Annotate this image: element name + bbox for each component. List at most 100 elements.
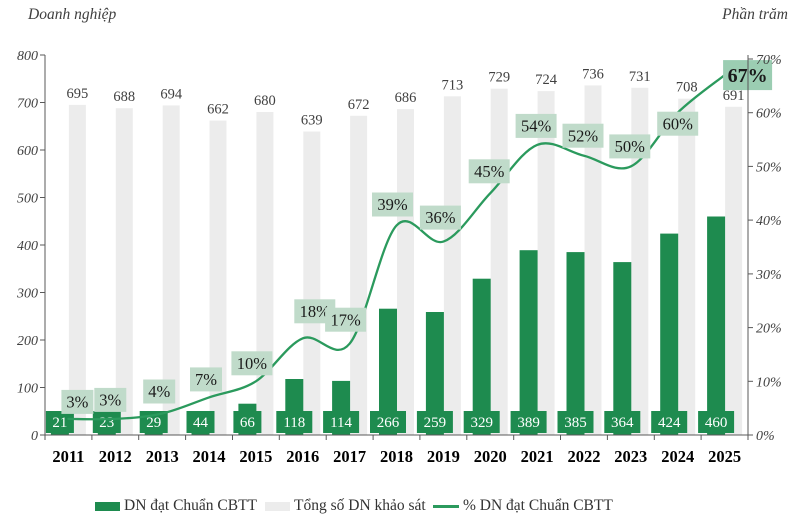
bar-achieved-2019: [425, 312, 444, 435]
pct-label-box-2014: [190, 367, 222, 392]
pct-label-2021: 54%: [521, 117, 552, 136]
legend-label-achieved: DN đạt Chuẩn CBTT: [124, 497, 258, 514]
pct-label-2015: 10%: [237, 354, 268, 373]
pct-label-2011: 3%: [66, 393, 88, 412]
pct-label-box-2023: [609, 134, 651, 159]
achieved-label-box-2015: [233, 411, 262, 433]
pct-label-box-2019: [419, 205, 461, 230]
x-label-2024: 2024: [661, 447, 694, 466]
achieved-label-box-2018: [370, 411, 406, 433]
total-label-2019: 713: [442, 77, 464, 93]
bar-achieved-2024: [660, 233, 679, 435]
bar-total-2018: [397, 109, 414, 435]
total-label-2012: 688: [113, 89, 135, 105]
y-left-tick-label: 500: [17, 192, 38, 207]
pct-label-box-2017: [325, 307, 367, 332]
bar-achieved-2020: [472, 278, 491, 435]
y-left-tick-label: 300: [16, 287, 38, 302]
achieved-label-2020: 329: [470, 415, 493, 431]
pct-label-2024: 60%: [663, 114, 694, 133]
pct-label-box-2021: [515, 113, 557, 138]
achieved-label-2018: 266: [377, 415, 400, 431]
y-right-tick-label: 10%: [756, 375, 782, 390]
achieved-label-box-2016: [276, 411, 313, 433]
x-label-2020: 2020: [474, 447, 507, 466]
total-label-2017: 672: [348, 97, 370, 113]
bar-achieved-2018: [379, 308, 397, 436]
right-axis-title: Phần trăm: [722, 6, 788, 23]
pct-label-box-2020: [468, 159, 510, 184]
pct-label-box-2011: [61, 389, 94, 414]
pct-label-2020: 45%: [474, 162, 505, 181]
achieved-label-box-2023: [604, 411, 641, 433]
achieved-label-2019: 259: [424, 415, 447, 431]
pct-label-2018: 39%: [377, 195, 408, 214]
achieved-label-2016: 118: [283, 415, 305, 431]
total-label-2022: 736: [582, 66, 604, 82]
total-label-2016: 639: [301, 113, 323, 129]
achieved-label-2023: 364: [611, 415, 634, 431]
pct-label-2017: 17%: [330, 310, 361, 329]
y-right-tick-label: 60%: [756, 107, 782, 122]
legend-swatch-percent-line: [433, 504, 459, 508]
achieved-label-box-2025: [698, 411, 735, 433]
x-label-2022: 2022: [568, 447, 601, 466]
x-label-2016: 2016: [286, 447, 319, 466]
x-label-2013: 2013: [146, 447, 179, 466]
y-left-tick-label: 700: [17, 97, 38, 112]
legend-item-achieved: DN đạt Chuẩn CBTT: [95, 496, 257, 516]
legend-label-percent: % DN đạt Chuẩn CBTT: [463, 497, 613, 514]
bar-total-2013: [162, 105, 180, 436]
x-label-2012: 2012: [99, 447, 132, 466]
legend-swatch-achieved-bar: [95, 501, 120, 511]
achieved-label-box-2011: [45, 411, 74, 433]
y-right-tick-label: 50%: [756, 160, 782, 175]
bar-total-2023: [631, 87, 649, 436]
pct-label-2016: 18%: [300, 302, 331, 321]
achieved-label-2021: 389: [517, 415, 540, 431]
y-right-tick-label: 0%: [756, 429, 775, 444]
y-right-tick-label: 70%: [756, 53, 782, 68]
total-label-2025: 691: [723, 88, 745, 104]
bar-achieved-2023: [613, 262, 632, 435]
legend-label-total: Tổng số DN khảo sát: [294, 497, 426, 514]
x-label-2021: 2021: [521, 447, 554, 466]
achieved-label-2025: 460: [705, 415, 728, 431]
total-label-2018: 686: [395, 90, 417, 106]
achieved-label-box-2014: [186, 411, 215, 433]
bar-total-2015: [256, 112, 274, 435]
achieved-label-2015: 66: [240, 415, 256, 431]
pct-label-2023: 50%: [615, 137, 646, 156]
achieved-label-2024: 424: [658, 415, 681, 431]
total-label-2021: 724: [535, 72, 558, 88]
y-left-tick-label: 100: [17, 382, 38, 397]
y-left-tick-label: 200: [17, 334, 38, 349]
y-right-tick-label: 20%: [756, 322, 782, 337]
y-left-tick-label: 800: [17, 49, 38, 64]
achieved-label-box-2024: [651, 411, 688, 433]
total-label-2014: 662: [207, 102, 229, 118]
combo-bar-line-chart: 21 23 29 44 66 118 114 266 259 329 389 385 364 424 460…: [16, 49, 782, 466]
legend-item-total: Tổng số DN khảo sát: [265, 496, 426, 516]
x-label-2018: 2018: [380, 447, 413, 466]
total-label-2015: 680: [254, 93, 276, 109]
bar-total-2017: [350, 115, 368, 436]
y-left-tick-label: 600: [17, 144, 38, 159]
x-label-2023: 2023: [614, 447, 647, 466]
bar-achieved-2021: [519, 250, 538, 435]
bar-total-2025: [725, 106, 743, 436]
total-label-2013: 694: [160, 86, 183, 102]
x-label-2014: 2014: [193, 447, 226, 466]
achieved-label-2011: 21: [52, 415, 67, 431]
legend-item-percent: % DN đạt Chuẩn CBTT: [433, 496, 613, 516]
bar-total-2012: [115, 108, 133, 435]
achieved-label-2014: 44: [193, 415, 209, 431]
pct-label-box-2024: [657, 111, 699, 136]
bar-total-2016: [303, 131, 321, 435]
pct-label-box-2018: [372, 192, 413, 217]
achieved-label-2012: 23: [99, 415, 114, 431]
pct-label-2022: 52%: [568, 126, 599, 145]
bar-total-2014: [209, 120, 227, 436]
x-label-2017: 2017: [333, 447, 366, 466]
line-layer: [67, 73, 726, 421]
